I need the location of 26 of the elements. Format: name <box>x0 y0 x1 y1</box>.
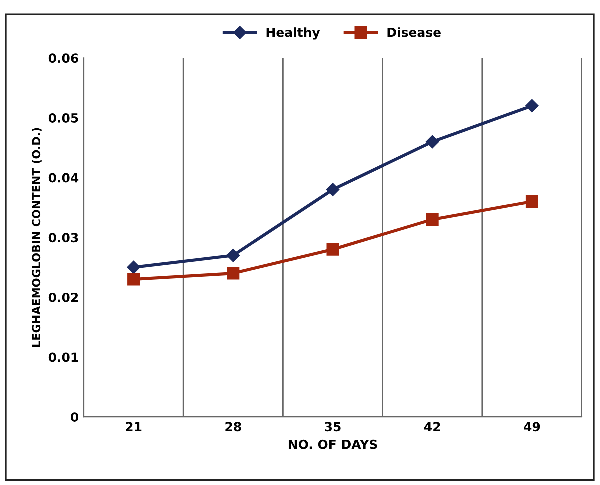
point <box>127 260 140 274</box>
y-tick-label: 0.06 <box>48 54 78 64</box>
point <box>227 267 240 280</box>
point <box>526 99 539 113</box>
y-tick-label: 0.01 <box>48 352 78 362</box>
y-tick-label: 0.03 <box>48 233 78 243</box>
point <box>526 196 538 208</box>
x-tick-label: 28 <box>226 422 242 432</box>
y-tick-label: 0.04 <box>48 173 79 183</box>
x-axis-title: NO. OF DAYS <box>288 440 378 450</box>
point <box>426 135 440 149</box>
legend-label: Healthy <box>266 28 320 40</box>
point <box>426 213 439 226</box>
legend-label: Disease <box>388 28 441 38</box>
point <box>226 249 240 262</box>
x-tick-label: 42 <box>424 422 440 432</box>
point <box>326 243 340 256</box>
point <box>326 183 340 196</box>
x-tick-label: 49 <box>524 422 540 432</box>
y-axis-title: LEGHAEMOGLOBIN CONTENT (O.D.) <box>32 128 42 347</box>
point <box>128 273 140 286</box>
x-tick-label: 21 <box>126 422 142 432</box>
y-tick-label: 0.05 <box>48 113 78 123</box>
x-tick-label: 35 <box>325 422 341 432</box>
y-tick-label: 0.02 <box>48 292 78 302</box>
y-tick-label: 0 <box>71 412 79 422</box>
